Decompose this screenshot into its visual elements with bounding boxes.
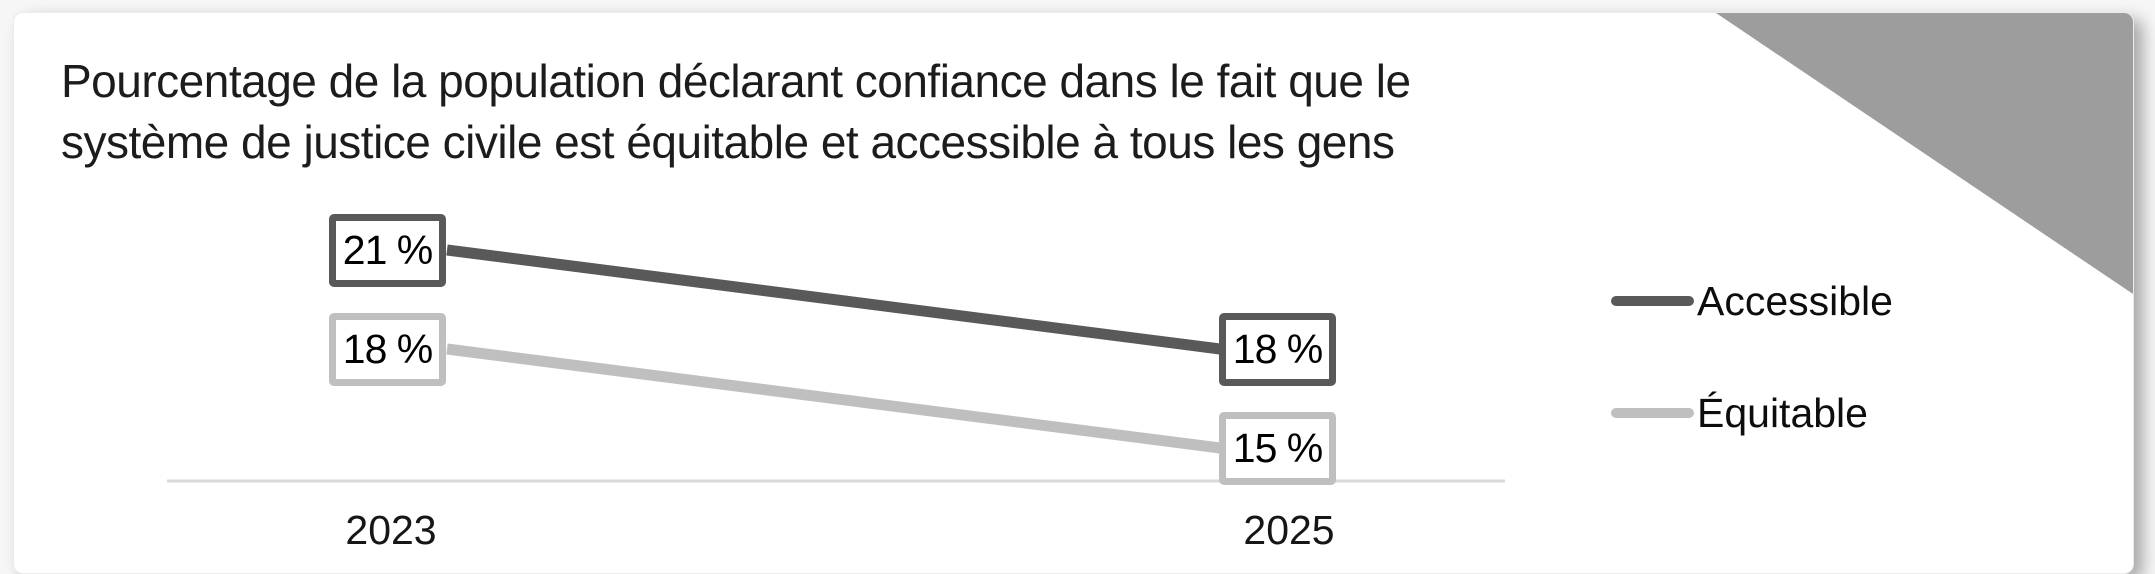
x-axis-tick-2025: 2025 (1243, 507, 1335, 553)
chart-title: Pourcentage de la population déclarant c… (61, 51, 1681, 173)
data-label-equitable-2023: 18 % (329, 312, 446, 386)
x-axis-tick-2023: 2023 (345, 507, 437, 553)
legend-line-swatch-accessible (1611, 296, 1694, 306)
chart-title-line1: Pourcentage de la population déclarant c… (61, 55, 1411, 107)
data-label-equitable-2025: 15 % (1219, 411, 1336, 485)
slide-card: Pourcentage de la population déclarant c… (13, 12, 2134, 574)
legend-line-swatch-equitable (1611, 408, 1694, 418)
chart-title-line2: système de justice civile est équitable … (61, 116, 1395, 168)
legend-item-accessible: Accessible (1611, 277, 1893, 325)
data-label-accessible-2025: 18 % (1219, 312, 1336, 386)
data-label-accessible-2023: 21 % (329, 213, 446, 287)
legend-label-accessible: Accessible (1697, 277, 1893, 324)
legend-item-equitable: Équitable (1611, 389, 1868, 437)
legend-label-equitable: Équitable (1697, 389, 1868, 436)
series-line-equitable (446, 343, 1221, 454)
series-line-accessible (446, 244, 1221, 355)
